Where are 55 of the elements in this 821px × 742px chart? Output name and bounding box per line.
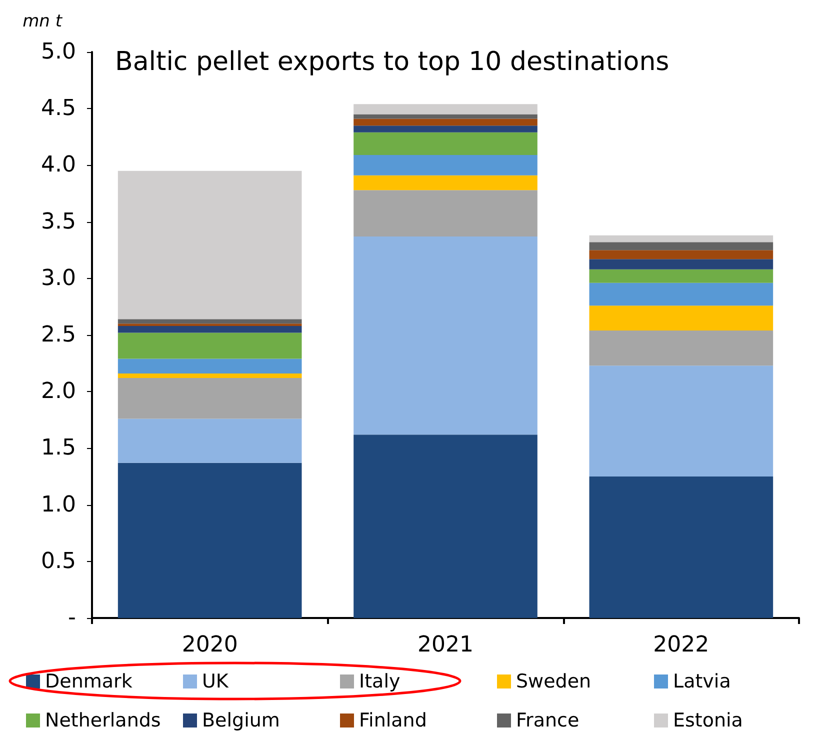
y-tick-label: 5.0 [41, 40, 76, 64]
y-tick-label: - [68, 606, 76, 630]
bar [589, 476, 774, 618]
bar [589, 235, 774, 242]
bar [354, 114, 538, 119]
legend-label: Belgium [202, 710, 280, 732]
y-tick-label: 2.0 [41, 379, 76, 404]
y-tick-label: 3.5 [41, 209, 76, 234]
bar [589, 282, 774, 306]
y-tick-label: 1.5 [41, 436, 76, 461]
bar [354, 155, 538, 176]
x-tick-label: 2022 [653, 632, 710, 658]
bar [118, 319, 302, 324]
bar [589, 330, 774, 366]
bar [118, 418, 302, 463]
bar [354, 118, 538, 126]
bar [118, 332, 302, 359]
bar [354, 190, 538, 237]
y-tick-label: 0.5 [41, 548, 76, 574]
y-tick-label: 2.5 [41, 322, 76, 348]
bar [589, 259, 774, 270]
legend-label: Sweden [516, 670, 592, 692]
x-tick-label: 2021 [418, 632, 474, 658]
bar [118, 462, 302, 618]
bar [118, 326, 302, 333]
legend-label: France [516, 710, 580, 732]
bar [589, 250, 774, 260]
y-tick-label: 3.0 [41, 266, 76, 291]
legend-label: Italy [359, 670, 400, 692]
legend-label: Latvia [673, 670, 731, 692]
y-tick-label: 4.5 [41, 96, 76, 122]
legend-label: Netherlands [45, 710, 161, 732]
legend-label: Finland [359, 710, 427, 732]
bar [589, 366, 774, 476]
y-axis-title: mn t [22, 12, 64, 32]
bar [118, 373, 302, 378]
bar [354, 236, 538, 435]
x-tick-label: 2020 [182, 632, 238, 658]
bar [118, 378, 302, 419]
bar [589, 306, 774, 330]
legend-label: Estonia [673, 710, 743, 732]
bar [118, 170, 302, 320]
chart-title: Baltic pellet exports to top 10 destinations [115, 47, 670, 77]
bar [354, 104, 538, 114]
bar [354, 175, 538, 190]
bar [118, 358, 302, 374]
bar [589, 269, 774, 283]
y-tick-label: 4.0 [41, 152, 76, 178]
legend-label: Denmark [45, 670, 132, 692]
bar [354, 434, 538, 618]
bar [354, 126, 538, 132]
y-tick-label: 1.0 [41, 492, 76, 518]
bar [354, 132, 538, 156]
bar [589, 242, 774, 250]
legend-label: UK [202, 670, 229, 692]
